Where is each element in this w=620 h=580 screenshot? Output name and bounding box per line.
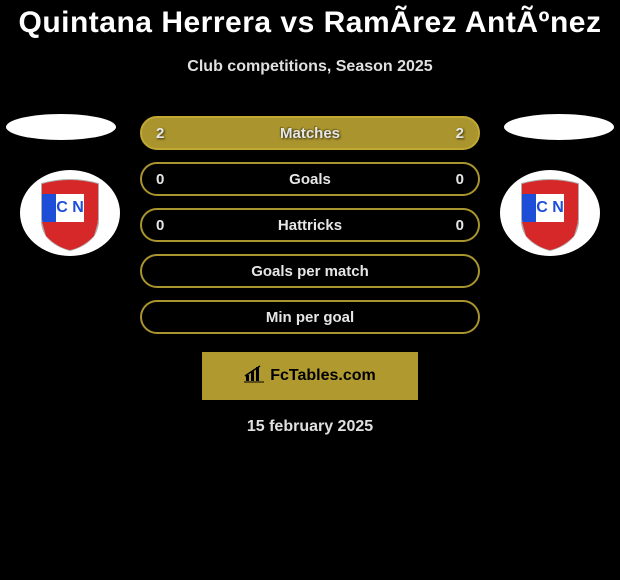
stat-bars: 2 Matches 2 0 Goals 0 0 Hattricks 0 Goal… [140,116,480,334]
stat-right-value: 2 [456,125,464,142]
stat-label: Min per goal [266,309,354,326]
stat-left-value: 0 [156,171,164,188]
stat-label: Goals per match [251,263,369,280]
stat-row-goals: 0 Goals 0 [140,162,480,196]
stat-left-value: 0 [156,217,164,234]
stat-label: Hattricks [278,217,342,234]
source-label: FcTables.com [270,367,376,385]
subtitle: Club competitions, Season 2025 [0,58,620,76]
stat-row-hattricks: 0 Hattricks 0 [140,208,480,242]
stat-right-value: 0 [456,171,464,188]
chart-icon [244,365,264,388]
stat-label: Matches [280,125,340,142]
shield-icon: C N [500,170,600,256]
source-attribution[interactable]: FcTables.com [202,352,418,400]
player-avatar-right [504,114,614,140]
svg-text:C N: C N [536,199,564,216]
page-title: Quintana Herrera vs RamÃ­rez AntÃºnez [0,6,620,40]
stat-right-value: 0 [456,217,464,234]
club-badge-left: C N [20,170,120,256]
stat-label: Goals [289,171,331,188]
stat-row-goals-per-match: Goals per match [140,254,480,288]
shield-icon: C N [20,170,120,256]
main-area: C N C N 2 Matches 2 0 Goa [0,116,620,334]
date-label: 15 february 2025 [0,418,620,436]
stat-left-value: 2 [156,125,164,142]
club-badge-right: C N [500,170,600,256]
svg-text:C N: C N [56,199,84,216]
stat-row-min-per-goal: Min per goal [140,300,480,334]
comparison-card: Quintana Herrera vs RamÃ­rez AntÃºnez Cl… [0,0,620,436]
stat-row-matches: 2 Matches 2 [140,116,480,150]
player-avatar-left [6,114,116,140]
